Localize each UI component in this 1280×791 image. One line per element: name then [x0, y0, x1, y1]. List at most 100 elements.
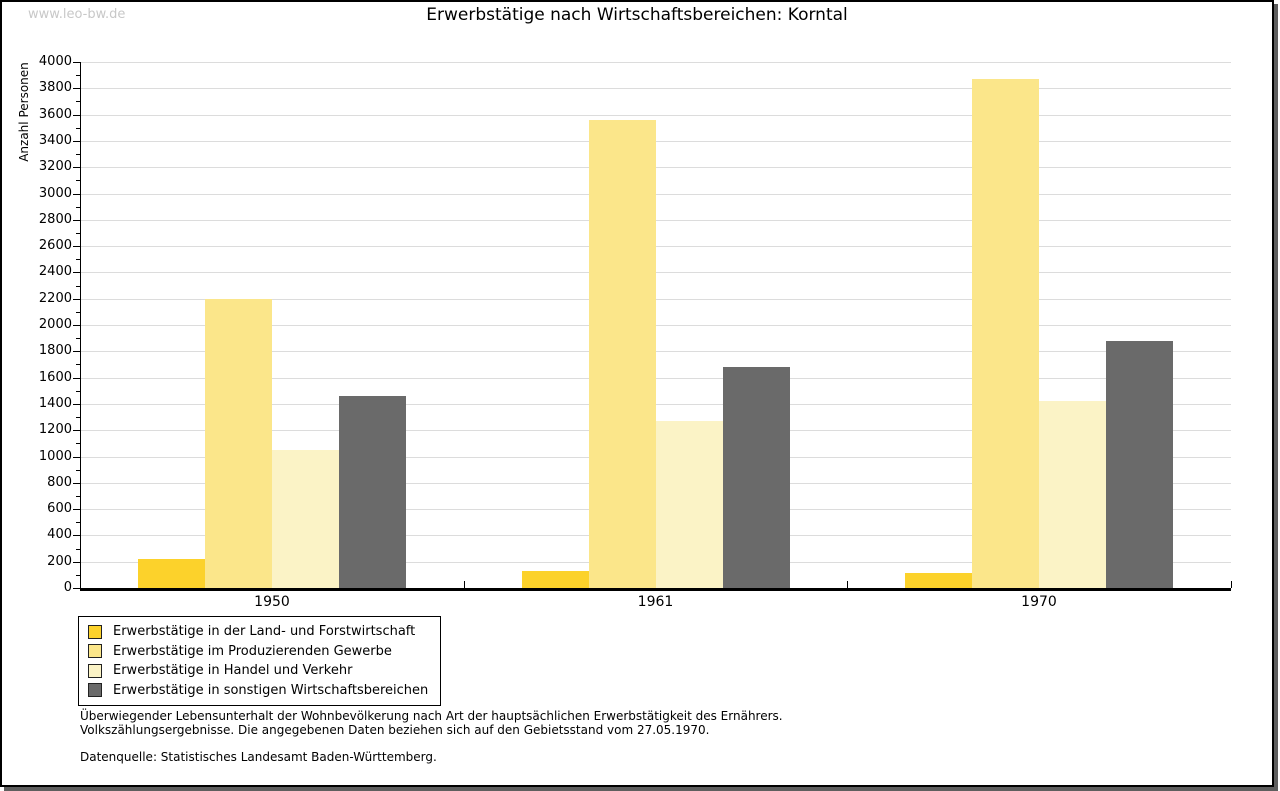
x-axis-label: 1961	[637, 594, 674, 610]
y-tick	[73, 325, 80, 326]
gridline	[81, 167, 1231, 169]
y-tick	[76, 495, 80, 497]
y-tick	[73, 588, 80, 589]
chart-title: Erwerbstätige nach Wirtschaftsbereichen:…	[426, 5, 848, 25]
y-tick	[76, 548, 80, 550]
legend-item: Erwerbstätige in sonstigen Wirtschaftsbe…	[88, 681, 428, 701]
gridline	[81, 140, 1231, 142]
y-tick	[76, 180, 80, 182]
y-tick	[73, 167, 80, 169]
gridline	[81, 62, 1231, 63]
bar	[588, 119, 656, 588]
y-tick-label: 3800	[38, 80, 72, 96]
bar	[205, 298, 272, 588]
y-tick-label: 1200	[38, 422, 72, 438]
y-tick	[73, 430, 80, 432]
y-tick	[73, 456, 80, 458]
y-tick	[73, 246, 80, 248]
y-tick	[76, 101, 80, 103]
legend-label: Erwerbstätige im Produzierenden Gewerbe	[113, 643, 392, 659]
legend-item: Erwerbstätige im Produzierenden Gewerbe	[88, 642, 428, 662]
bar	[521, 570, 589, 588]
y-tick	[76, 75, 80, 77]
y-tick	[76, 232, 80, 234]
bar	[138, 559, 205, 588]
y-tick-label: 1400	[38, 395, 72, 411]
gridline	[81, 298, 1231, 300]
y-tick	[73, 140, 80, 142]
y-tick	[73, 114, 80, 116]
y-axis-line	[80, 62, 81, 588]
y-tick	[76, 443, 80, 445]
y-tick	[73, 377, 80, 379]
y-tick	[76, 364, 80, 366]
y-tick	[76, 154, 80, 155]
gridline	[81, 272, 1231, 274]
y-tick	[76, 574, 80, 576]
watermark: www.leo-bw.de	[28, 7, 126, 22]
footnote-source: Datenquelle: Statistisches Landesamt Bad…	[80, 750, 437, 764]
footnote-line-1: Überwiegender Lebensunterhalt der Wohnbe…	[80, 709, 783, 723]
bar	[722, 367, 790, 588]
x-tick	[463, 581, 465, 588]
legend-label: Erwerbstätige in der Land- und Forstwirt…	[113, 624, 416, 640]
gridline	[81, 325, 1231, 326]
y-tick-label: 3400	[38, 132, 72, 148]
y-tick-label: 400	[47, 527, 72, 543]
x-tick	[847, 581, 849, 588]
y-tick	[76, 259, 80, 261]
legend-rows: Erwerbstätige in der Land- und Forstwirt…	[88, 622, 428, 700]
y-tick	[73, 219, 80, 221]
gridline	[81, 403, 1231, 405]
gridline	[81, 219, 1231, 221]
legend-swatch	[88, 683, 102, 698]
y-tick	[76, 338, 80, 340]
y-tick	[73, 535, 80, 537]
legend: Erwerbstätige in der Land- und Forstwirt…	[78, 616, 442, 706]
x-axis-line	[80, 588, 1231, 591]
y-tick-label: 1600	[38, 369, 72, 385]
legend-swatch	[88, 663, 102, 678]
x-tick	[1230, 581, 1232, 588]
y-tick-label: 2600	[38, 238, 72, 254]
y-tick	[76, 417, 80, 418]
y-tick	[73, 193, 80, 195]
bar	[905, 572, 972, 588]
legend-swatch	[88, 624, 102, 639]
y-tick	[73, 62, 80, 63]
y-tick	[73, 298, 80, 300]
y-tick	[76, 285, 80, 287]
y-tick	[73, 272, 80, 274]
y-tick	[76, 127, 80, 129]
y-tick	[73, 351, 80, 353]
y-tick	[73, 88, 80, 90]
y-tick-label: 3000	[38, 185, 72, 201]
y-tick-label: 2200	[38, 290, 72, 306]
y-tick-label: 2800	[38, 211, 72, 227]
legend-item: Erwerbstätige in der Land- und Forstwirt…	[88, 622, 428, 642]
x-axis-label: 1950	[254, 594, 290, 610]
y-tick	[76, 311, 80, 313]
gridline	[81, 351, 1231, 353]
y-tick	[73, 509, 80, 511]
bar	[655, 421, 723, 588]
y-tick-label: 3600	[38, 106, 72, 122]
gridline	[81, 246, 1231, 248]
y-tick-label: 2400	[38, 264, 72, 280]
legend-label: Erwerbstätige in Handel und Verkehr	[113, 663, 353, 679]
legend-label: Erwerbstätige in sonstigen Wirtschaftsbe…	[113, 682, 429, 698]
y-tick	[76, 469, 80, 471]
y-tick	[73, 561, 80, 563]
y-tick-label: 1000	[38, 448, 72, 464]
y-tick-label: 800	[47, 474, 72, 490]
y-tick-label: 600	[47, 501, 72, 517]
y-tick-label: 0	[63, 580, 72, 595]
bar	[272, 449, 339, 588]
bar	[972, 79, 1039, 588]
y-tick	[73, 482, 80, 484]
gridline	[81, 377, 1231, 379]
gridline	[81, 193, 1231, 195]
y-tick-label: 4000	[38, 54, 72, 69]
y-tick	[76, 522, 80, 524]
footnote-line-2: Volkszählungsergebnisse. Die angegebenen…	[80, 723, 710, 737]
